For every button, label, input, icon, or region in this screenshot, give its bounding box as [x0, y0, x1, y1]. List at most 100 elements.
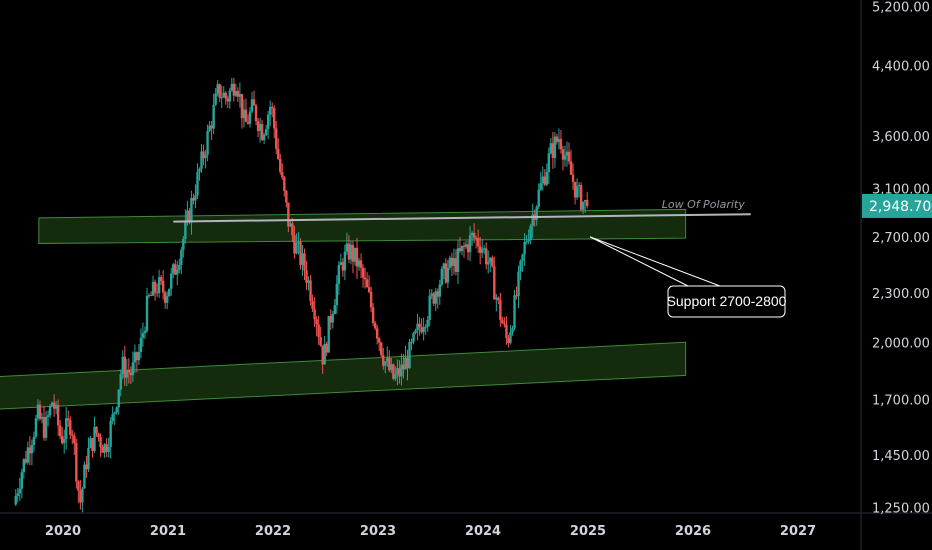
candle	[159, 274, 163, 286]
candle-body	[418, 323, 421, 328]
candle-body	[242, 109, 246, 119]
candle	[571, 163, 575, 191]
candle-body	[339, 262, 343, 265]
candle	[331, 310, 334, 329]
callout-box[interactable]	[667, 285, 786, 318]
candle-body	[77, 481, 80, 491]
candle-body	[569, 161, 573, 175]
candle-body	[258, 124, 262, 131]
candle	[285, 190, 288, 208]
candle-body	[83, 464, 86, 489]
price-axis[interactable]: 5,200.00 4,400.00 3,600.00 3,100.00 2,700.00…	[872, 1, 930, 517]
candle	[345, 232, 349, 255]
candle-body	[507, 337, 510, 343]
candle-body	[93, 426, 96, 452]
polarity-line[interactable]	[173, 213, 751, 223]
candle	[432, 292, 435, 306]
candle-body	[382, 355, 385, 366]
candle-body	[153, 281, 157, 293]
candle	[46, 410, 50, 427]
candle-body	[87, 447, 90, 470]
candle-body	[163, 292, 167, 303]
candle	[238, 82, 242, 108]
candle	[297, 232, 300, 255]
candle-body	[176, 269, 179, 275]
candle-body	[172, 264, 175, 274]
candle	[42, 405, 46, 441]
candle	[398, 360, 401, 384]
candle	[206, 124, 209, 162]
candle	[442, 262, 446, 280]
candle-body	[565, 151, 569, 156]
candle-body	[402, 364, 405, 370]
candle-body	[40, 417, 44, 419]
candle-body	[301, 253, 304, 265]
x-tick-label: 2022	[255, 524, 291, 539]
candle-body	[161, 280, 165, 293]
candle-body	[353, 247, 357, 262]
candle-body	[287, 202, 290, 227]
candle	[256, 118, 260, 138]
candle-body	[380, 342, 383, 356]
candle	[303, 248, 306, 281]
candle-body	[561, 149, 565, 160]
candle-body	[416, 323, 419, 331]
candle-body	[71, 434, 74, 436]
candle	[54, 400, 58, 415]
candle	[22, 458, 26, 479]
candle-body	[200, 151, 203, 169]
candle	[75, 438, 78, 489]
x-tick-label: 2021	[150, 524, 186, 539]
candle-body	[81, 488, 84, 503]
support-zone-2[interactable]	[0, 341, 687, 410]
candle-body	[141, 333, 145, 338]
candle	[375, 325, 379, 345]
candle-body	[188, 210, 191, 223]
candle	[165, 291, 169, 310]
candle-body	[359, 260, 363, 268]
candle-body	[375, 328, 379, 339]
candle-body	[75, 443, 78, 482]
candle	[373, 321, 377, 331]
candle	[553, 131, 557, 168]
candle-body	[79, 490, 82, 503]
support-zone-1[interactable]	[38, 208, 687, 244]
candle	[163, 290, 167, 309]
candle	[44, 411, 48, 441]
candles-layer	[14, 77, 589, 513]
candle	[149, 291, 153, 297]
candle	[478, 236, 482, 265]
candle	[313, 297, 316, 328]
candle	[468, 225, 472, 262]
candle-body	[58, 425, 62, 437]
candle-body	[345, 243, 349, 252]
candle	[279, 153, 282, 175]
candle-body	[24, 459, 28, 463]
candle-body	[367, 287, 371, 293]
candle	[200, 144, 203, 173]
candle	[178, 258, 181, 274]
candle-body	[182, 238, 185, 250]
candle	[109, 417, 112, 459]
candle	[226, 95, 229, 109]
candle-body	[545, 172, 549, 185]
candle-body	[89, 438, 92, 448]
candle	[141, 322, 145, 347]
y-tick-label: 3,100.00	[872, 182, 930, 197]
candle	[91, 437, 94, 458]
candle	[40, 412, 44, 424]
y-tick-label: 2,000.00	[872, 336, 930, 351]
candle	[50, 401, 54, 407]
candle-body	[244, 109, 248, 122]
candle-body	[234, 91, 238, 96]
x-tick-label: 2020	[45, 524, 81, 539]
time-axis[interactable]: 2020 2021 2022 2023 2024 2025 2026 2027	[45, 524, 816, 539]
candle-body	[111, 414, 114, 422]
candle-body	[559, 139, 563, 150]
candle-body	[511, 328, 514, 333]
candle	[410, 338, 413, 351]
candle	[65, 407, 68, 450]
candle-body	[440, 268, 444, 285]
candle	[426, 316, 429, 333]
